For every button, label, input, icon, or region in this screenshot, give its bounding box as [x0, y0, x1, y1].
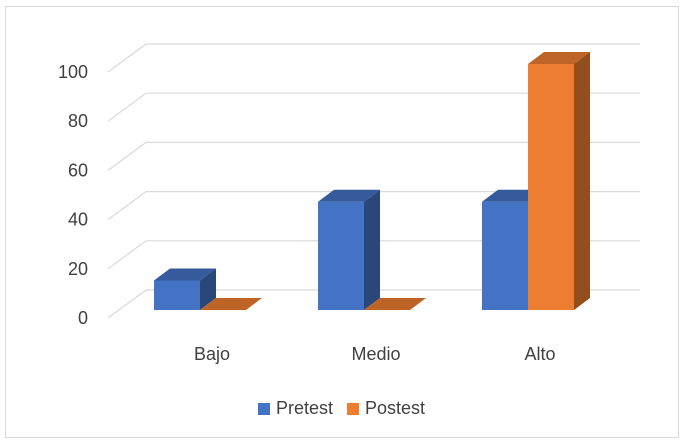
bar-side: [200, 268, 216, 310]
x-category-label: Alto: [524, 344, 555, 364]
legend-swatch-postest: [347, 402, 359, 415]
x-category-label: Medio: [351, 344, 400, 364]
y-tick-label: 0: [78, 308, 88, 328]
gridline-diagonal: [107, 191, 147, 221]
bar-pretest-medio: [318, 189, 380, 310]
bar-top: [318, 189, 380, 202]
legend-item-postest: Postest: [347, 398, 425, 419]
bar-postest-medio: [364, 298, 426, 310]
bar-postest-alto: [528, 52, 590, 310]
bar-front: [528, 64, 574, 310]
bar-top: [154, 268, 216, 281]
x-axis-categories: Bajo Medio Alto: [194, 344, 556, 364]
y-axis-ticks: 0 20 40 60 80 100: [58, 62, 88, 328]
bar-top: [200, 298, 262, 310]
y-tick-label: 80: [68, 111, 88, 131]
gridline-diagonal: [107, 240, 147, 270]
legend-label-postest: Postest: [365, 398, 426, 418]
y-tick-label: 60: [68, 160, 88, 180]
bar-postest-bajo: [200, 298, 262, 310]
gridline-diagonal: [107, 141, 147, 171]
bar-front: [482, 201, 528, 310]
bars: [154, 52, 590, 310]
bar-front: [154, 280, 200, 310]
y-tick-label: 20: [68, 259, 88, 279]
legend-item-pretest: Pretest: [257, 398, 333, 419]
bar-top: [364, 298, 426, 310]
bar-side: [364, 189, 380, 310]
bar-side: [574, 52, 590, 310]
x-category-label: Bajo: [194, 344, 230, 364]
gridline-diagonal: [107, 289, 147, 319]
legend-label-pretest: Pretest: [275, 398, 333, 418]
bar-pretest-bajo: [154, 268, 216, 310]
bar-top: [528, 52, 590, 64]
legend-swatch-pretest: [257, 402, 270, 415]
gridline-diagonal: [107, 92, 147, 122]
gridline-diagonal: [107, 43, 147, 73]
legend: Pretest Postest: [0, 398, 683, 419]
y-tick-label: 100: [58, 62, 88, 82]
bar-front: [318, 201, 364, 310]
y-tick-label: 40: [68, 210, 88, 230]
